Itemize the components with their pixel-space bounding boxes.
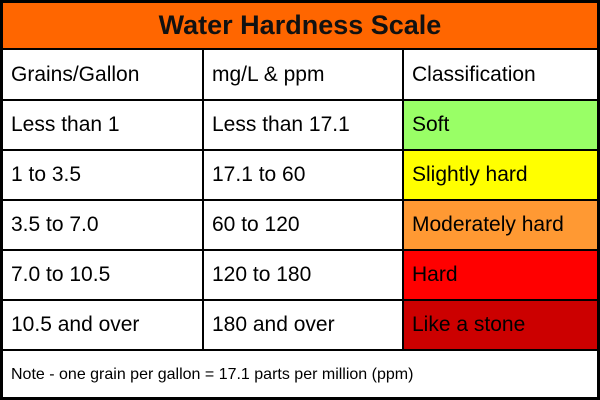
header-classification: Classification <box>403 50 597 101</box>
cell-grains: Less than 1 <box>3 100 204 151</box>
footnote: Note - one grain per gallon = 17.1 parts… <box>11 366 414 383</box>
cell-mgl: 60 to 120 <box>203 200 404 251</box>
table-row: 3.5 to 7.0 60 to 120 Moderately hard <box>3 200 597 251</box>
cell-grains: 10.5 and over <box>3 300 204 351</box>
hardness-table: Grains/Gallon mg/L & ppm Classification … <box>3 50 597 351</box>
table-title: Water Hardness Scale <box>3 3 597 50</box>
header-mgl: mg/L & ppm <box>203 50 404 101</box>
table-row: 1 to 3.5 17.1 to 60 Slightly hard <box>3 150 597 201</box>
cell-mgl: 180 and over <box>203 300 404 351</box>
table-row: 7.0 to 10.5 120 to 180 Hard <box>3 250 597 301</box>
cell-classification: Moderately hard <box>403 200 597 251</box>
table-row: Less than 1 Less than 17.1 Soft <box>3 100 597 151</box>
cell-grains: 7.0 to 10.5 <box>3 250 204 301</box>
cell-classification: Soft <box>403 100 597 151</box>
cell-classification: Slightly hard <box>403 150 597 201</box>
cell-mgl: 120 to 180 <box>203 250 404 301</box>
cell-mgl: Less than 17.1 <box>203 100 404 151</box>
cell-mgl: 17.1 to 60 <box>203 150 404 201</box>
cell-grains: 3.5 to 7.0 <box>3 200 204 251</box>
cell-classification: Like a stone <box>403 300 597 351</box>
header-row: Grains/Gallon mg/L & ppm Classification <box>3 50 597 101</box>
table-row: 10.5 and over 180 and over Like a stone <box>3 300 597 351</box>
header-grains: Grains/Gallon <box>3 50 204 101</box>
cell-classification: Hard <box>403 250 597 301</box>
cell-grains: 1 to 3.5 <box>3 150 204 201</box>
